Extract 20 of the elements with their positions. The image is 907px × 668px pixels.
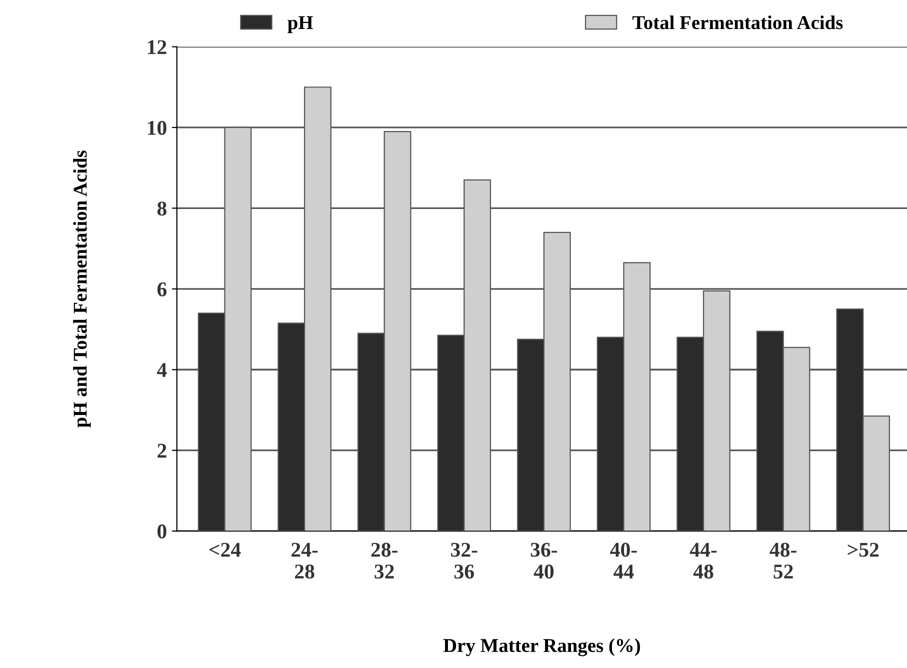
x-tick-label: >52 — [848, 542, 879, 557]
y-tick-label: 0 — [158, 524, 166, 538]
x-axis-title: Dry Matter Ranges (%) — [443, 638, 640, 656]
x-tick-label: 36- 40 — [530, 542, 558, 579]
x-tick-label: 40- 44 — [610, 542, 637, 578]
y-tick-label: 12 — [148, 40, 166, 54]
y-axis-title: pH and Total Fermentation Acids — [73, 150, 91, 428]
y-tick-label: 8 — [157, 202, 166, 216]
y-tick-label: 10 — [148, 120, 166, 135]
y-tick-label: 4 — [157, 363, 167, 377]
legend-label: pH — [288, 16, 313, 34]
y-tick-label: 6 — [157, 282, 167, 296]
x-tick-label: 44- 48 — [690, 542, 717, 579]
x-tick-label: <24 — [209, 542, 241, 557]
x-tick-label: 24- 28 — [292, 542, 318, 579]
x-tick-label: 32- 36 — [451, 542, 478, 579]
x-tick-label: 28- 32 — [371, 542, 398, 579]
y-tick-label: 2 — [158, 444, 166, 458]
legend-label: Total Fermentation Acids — [632, 16, 843, 30]
x-tick-label: 48- 52 — [770, 542, 796, 579]
